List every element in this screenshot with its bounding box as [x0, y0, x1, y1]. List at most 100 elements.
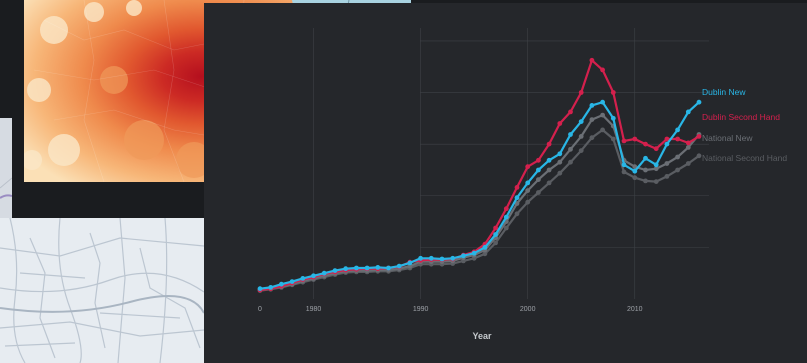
data-point: [589, 117, 595, 122]
data-point: [461, 253, 466, 259]
data-point: [643, 155, 648, 161]
x-tick-label: 2010: [627, 306, 643, 313]
data-point: [354, 265, 359, 271]
data-point: [610, 90, 616, 95]
data-point: [557, 151, 563, 157]
data-point: [568, 146, 573, 152]
data-point: [610, 115, 616, 121]
data-point: [343, 266, 349, 272]
data-point: [696, 99, 702, 105]
data-point: [257, 286, 263, 292]
data-point: [578, 90, 584, 95]
data-point: [632, 164, 638, 170]
street-map-image: [0, 218, 204, 363]
data-point: [493, 225, 498, 231]
data-point: [493, 232, 498, 237]
data-point: [386, 265, 391, 271]
data-point: [536, 167, 541, 173]
x-axis-ticks: 0 1980 1990 2000 2010: [258, 306, 643, 313]
data-point: [557, 159, 563, 165]
data-point: [685, 109, 691, 115]
data-point: [632, 136, 638, 142]
data-point: [557, 170, 563, 176]
data-point: [568, 132, 573, 137]
data-point: [546, 167, 552, 173]
data-point: [664, 141, 670, 147]
data-point: [568, 109, 573, 115]
data-point: [557, 121, 563, 126]
data-point: [578, 119, 584, 124]
data-point: [450, 255, 456, 261]
data-point: [621, 169, 627, 175]
series-line: [259, 128, 700, 292]
data-point: [536, 157, 541, 163]
data-point: [664, 174, 670, 179]
data-point: [589, 57, 595, 63]
chart-legend: Dublin New Dublin Second Hand National New…: [702, 87, 787, 163]
data-point: [268, 285, 274, 290]
data-point: [685, 145, 691, 150]
data-point: [536, 190, 541, 195]
data-point: [696, 134, 702, 139]
series-line: [259, 101, 700, 290]
x-tick-label: 2000: [520, 306, 536, 313]
data-point: [546, 180, 552, 186]
data-point: [600, 127, 605, 133]
legend-label: Dublin New: [702, 87, 746, 97]
legend-label: Dublin Second Hand: [702, 112, 780, 122]
legend-label: National New: [702, 133, 753, 143]
data-point: [578, 148, 584, 154]
data-point: [610, 136, 616, 142]
series-line: [259, 114, 700, 292]
legend-label: National Second Hand: [702, 153, 787, 163]
data-point: [578, 134, 584, 139]
data-point: [514, 201, 520, 206]
x-tick-label: 1980: [306, 306, 322, 313]
data-point: [685, 140, 691, 146]
data-point: [471, 250, 477, 256]
data-point: [503, 206, 509, 212]
data-point: [546, 141, 552, 147]
x-axis-label: Year: [472, 331, 492, 341]
chart-svg: 0 1980 1990 2000 2010 Dublin New Dublin Secon…: [257, 28, 787, 341]
chart-series: [257, 57, 702, 293]
data-point: [482, 245, 488, 250]
chart-grid: [313, 28, 709, 299]
data-point: [311, 273, 316, 279]
data-point: [289, 279, 295, 284]
data-point: [664, 136, 670, 142]
data-point: [675, 136, 680, 142]
data-point: [632, 175, 638, 181]
data-point: [675, 154, 680, 160]
data-point: [514, 195, 520, 201]
data-point: [418, 255, 423, 261]
data-point: [321, 270, 327, 276]
data-point: [396, 263, 402, 269]
data-point: [482, 251, 488, 257]
data-point: [279, 281, 284, 287]
street-map-graphic: [0, 218, 204, 363]
data-point: [439, 256, 445, 262]
data-point: [364, 265, 370, 271]
data-point: [621, 138, 627, 144]
data-point: [332, 268, 338, 273]
data-point: [589, 135, 595, 141]
data-point: [589, 103, 595, 108]
x-tick-label: 1990: [413, 306, 429, 313]
data-point: [503, 225, 509, 231]
data-point: [300, 276, 306, 281]
data-point: [546, 157, 552, 163]
data-point: [428, 255, 434, 261]
data-point: [525, 199, 531, 205]
data-point: [525, 188, 531, 194]
data-point: [600, 99, 605, 105]
data-point: [643, 141, 648, 147]
data-point: [643, 167, 648, 173]
data-point: [493, 240, 498, 246]
data-point: [653, 162, 659, 168]
data-point: [653, 179, 659, 185]
data-point: [525, 180, 531, 186]
data-point: [375, 265, 381, 270]
data-point: [600, 67, 605, 73]
data-point: [503, 214, 509, 220]
